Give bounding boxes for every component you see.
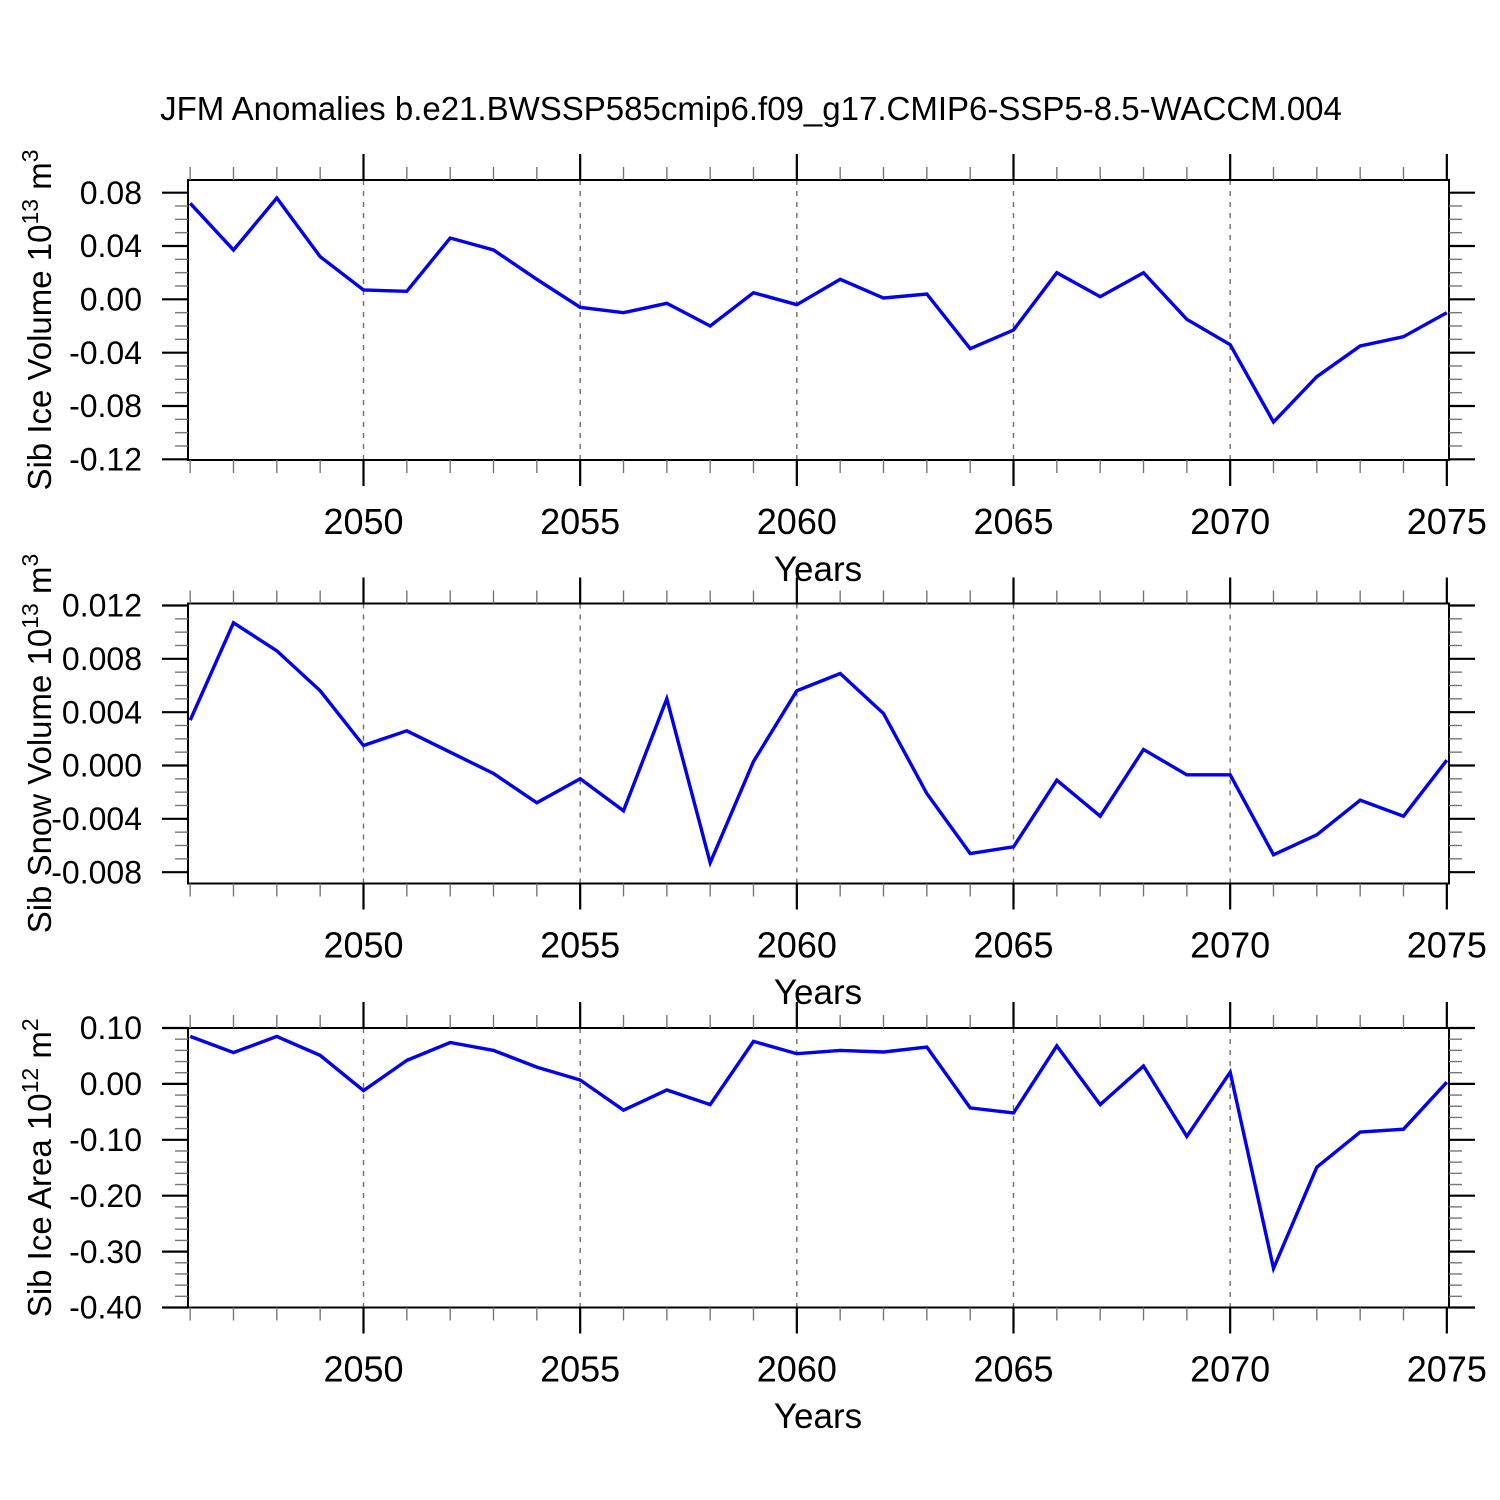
ytick-label--0.004: -0.004 [51, 801, 142, 837]
xtick-label-2075: 2075 [1407, 501, 1487, 542]
ytick-label-0.012: 0.012 [62, 588, 142, 624]
xtick-label-2060: 2060 [757, 501, 837, 542]
ytick-label-0.04: 0.04 [80, 228, 142, 264]
chart-title: JFM Anomalies b.e21.BWSSP585cmip6.f09_g1… [160, 90, 1342, 127]
ytick-label--0.08: -0.08 [69, 388, 142, 424]
xtick-label-2055: 2055 [540, 1349, 620, 1390]
xtick-label-2060: 2060 [757, 925, 837, 966]
ytick-label-0.000: 0.000 [62, 748, 142, 784]
ytick-label--0.20: -0.20 [69, 1178, 142, 1214]
panel-sib-ice-volume: 2050 2055 2060 2065 2070 2075 0.08 0.04 0.00 -0.0… [17, 149, 1487, 542]
xaxis-title-panel-3: Years [774, 1397, 862, 1436]
ytick-label--0.10: -0.10 [69, 1122, 142, 1158]
xtick-label-2060: 2060 [757, 1349, 837, 1390]
ytick-label--0.30: -0.30 [69, 1234, 142, 1270]
ytick-label--0.008: -0.008 [51, 854, 142, 890]
xtick-label-2070: 2070 [1190, 1349, 1270, 1390]
xtick-label-2055: 2055 [540, 501, 620, 542]
series-sib-snow-volume [188, 620, 1449, 869]
xtick-label-2070: 2070 [1190, 501, 1270, 542]
xtick-label-2050: 2050 [323, 1349, 403, 1390]
panel-sib-snow-volume: 2050 2055 2060 2065 2070 2075 0.012 0.008 0.004 0… [17, 554, 1487, 966]
xtick-label-2065: 2065 [973, 925, 1053, 966]
yaxis-title-sib-ice-area: Sib Ice Area 1012 m2 [17, 1018, 58, 1317]
series-sib-ice-area [189, 1034, 1449, 1274]
xaxis-title-panel-1: Years [774, 550, 862, 589]
ytick-label-0.10: 0.10 [80, 1010, 142, 1046]
xtick-label-2065: 2065 [973, 501, 1053, 542]
xtick-label-2050: 2050 [323, 501, 403, 542]
xaxis-title-panel-2: Years [774, 973, 862, 1012]
ytick-label--0.04: -0.04 [69, 335, 142, 371]
xtick-label-2070: 2070 [1190, 925, 1270, 966]
plot-frame [187, 1027, 1450, 1309]
ytick-label--0.40: -0.40 [69, 1290, 142, 1326]
panel-sib-ice-area: 2050 2055 2060 2065 2070 2075 0.10 0.00 -0.10 -0.… [17, 1002, 1487, 1390]
xtick-label-2075: 2075 [1407, 1349, 1487, 1390]
ytick-label-0.008: 0.008 [62, 641, 142, 677]
ytick-label--0.12: -0.12 [69, 442, 142, 478]
series-sib-ice-volume [188, 195, 1448, 425]
ytick-label-0.00: 0.00 [80, 282, 142, 318]
ytick-label-0.00: 0.00 [80, 1066, 142, 1102]
yaxis-title-sib-snow-volume: Sib Snow Volume 1013 m3 [17, 554, 58, 934]
plot-frame [187, 179, 1450, 461]
xtick-label-2055: 2055 [540, 925, 620, 966]
plot-frame [187, 602, 1450, 885]
ytick-label-0.08: 0.08 [80, 175, 142, 211]
xtick-label-2075: 2075 [1407, 925, 1487, 966]
xtick-label-2065: 2065 [973, 1349, 1053, 1390]
xtick-label-2050: 2050 [323, 925, 403, 966]
ytick-label-0.004: 0.004 [62, 694, 142, 730]
panels-group: 2050 2055 2060 2065 2070 2075 0.08 0.04 0.00 -0.0… [17, 149, 1487, 1389]
yaxis-title-sib-ice-volume: Sib Ice Volume 1013 m3 [17, 149, 58, 490]
